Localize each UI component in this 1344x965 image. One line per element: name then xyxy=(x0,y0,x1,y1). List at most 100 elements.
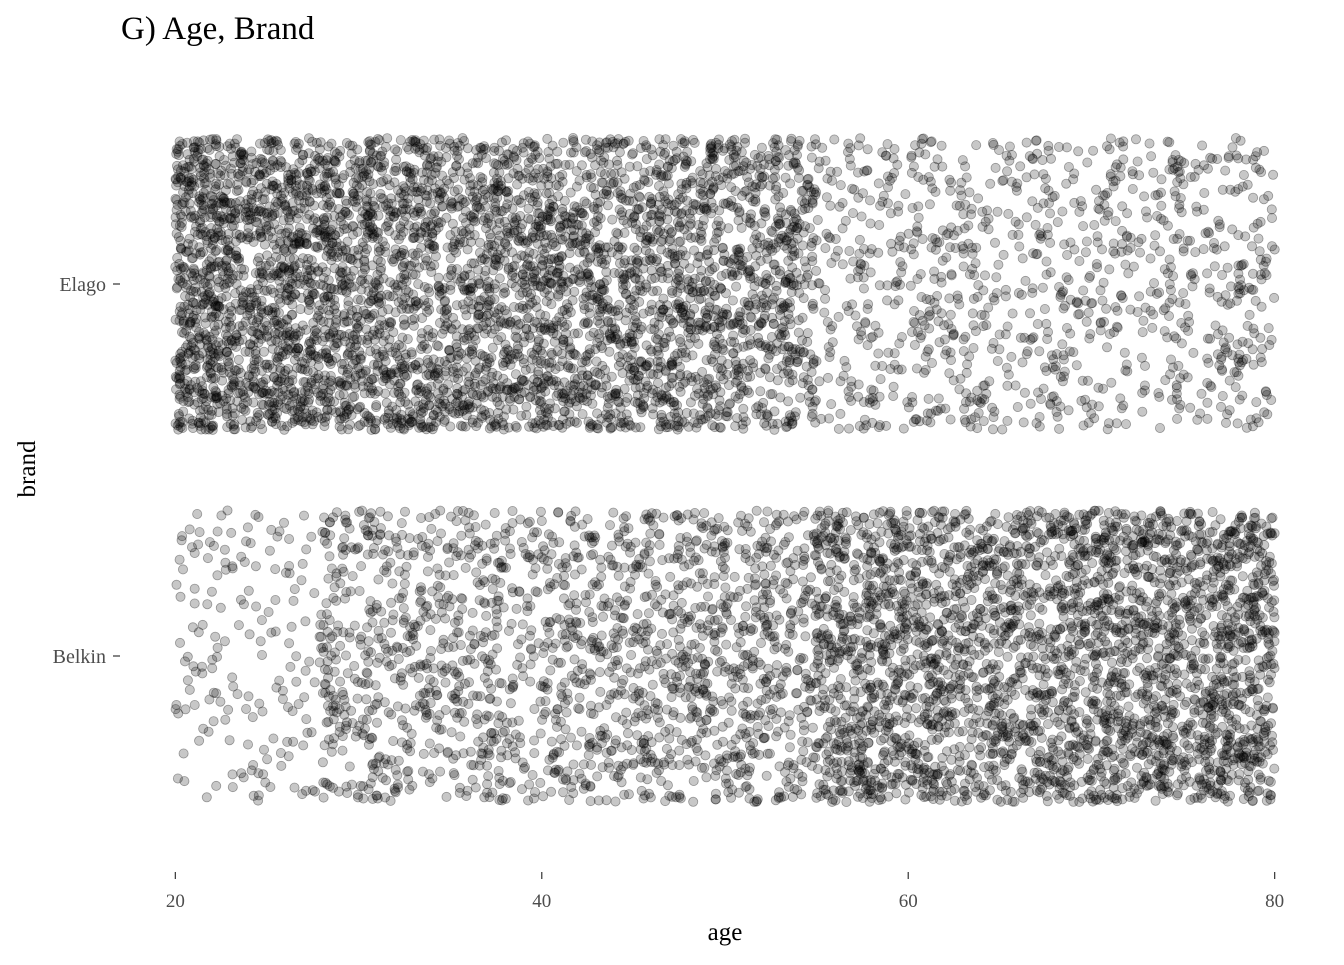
data-point-elago xyxy=(337,251,348,262)
data-point-elago xyxy=(656,244,667,255)
data-point-elago xyxy=(755,386,766,397)
data-point-elago xyxy=(489,294,500,305)
data-point-elago xyxy=(257,424,268,435)
data-point-elago xyxy=(520,168,531,179)
data-point-elago xyxy=(171,384,182,395)
data-point-elago xyxy=(489,142,500,153)
data-point-elago xyxy=(223,350,234,361)
data-point-elago xyxy=(171,148,182,159)
data-point-elago xyxy=(530,149,541,160)
data-point-elago xyxy=(507,353,518,364)
data-point-elago xyxy=(358,168,369,179)
data-point-elago xyxy=(710,304,721,315)
data-point-elago xyxy=(647,193,658,204)
data-point-elago xyxy=(326,138,337,149)
data-point-elago xyxy=(178,315,189,326)
data-point-elago xyxy=(635,382,646,393)
data-point-elago xyxy=(631,285,642,296)
data-point-elago xyxy=(573,275,584,286)
data-point-elago xyxy=(325,249,336,260)
data-point-elago xyxy=(208,348,219,359)
data-point-elago xyxy=(221,401,232,412)
data-point-elago xyxy=(214,151,225,162)
data-point-elago xyxy=(542,371,553,382)
data-point-elago xyxy=(629,242,640,253)
data-point-elago xyxy=(579,147,590,158)
data-point-elago xyxy=(309,200,320,211)
data-point-elago xyxy=(220,160,231,171)
data-point-elago xyxy=(541,296,552,307)
data-point-elago xyxy=(195,162,206,173)
data-point-elago xyxy=(790,407,801,418)
data-point-elago xyxy=(632,267,643,278)
data-point-elago xyxy=(687,172,698,183)
data-point-elago xyxy=(209,261,220,272)
data-point-elago xyxy=(401,276,412,287)
data-point-elago xyxy=(798,372,809,383)
data-point-elago xyxy=(353,421,364,432)
data-point-elago xyxy=(738,403,749,414)
data-point-elago xyxy=(382,289,393,300)
data-point-elago xyxy=(698,285,709,296)
data-point-elago xyxy=(189,142,200,153)
data-point-elago xyxy=(789,145,800,156)
data-point-elago xyxy=(199,290,210,301)
data-point-elago xyxy=(290,329,301,340)
data-point-elago xyxy=(655,356,666,367)
data-point-elago xyxy=(489,177,500,188)
data-point-elago xyxy=(417,167,428,178)
data-point-elago xyxy=(735,243,746,254)
data-point-elago xyxy=(616,244,627,255)
data-point-elago xyxy=(177,138,188,149)
data-point-elago xyxy=(703,245,714,256)
data-point-elago xyxy=(308,215,319,226)
data-point-elago xyxy=(183,397,194,408)
data-point-elago xyxy=(829,134,840,145)
chart-title: G) Age, Brand xyxy=(121,11,315,47)
data-point-elago xyxy=(245,416,256,427)
data-point-elago xyxy=(461,362,472,373)
data-point-elago xyxy=(512,179,523,190)
data-point-elago xyxy=(170,193,181,204)
data-point-elago xyxy=(325,370,336,381)
data-point-elago xyxy=(499,216,510,227)
data-point-elago xyxy=(231,341,242,352)
data-point-elago xyxy=(742,340,753,351)
data-point-elago xyxy=(213,407,224,418)
data-point-elago xyxy=(698,178,709,189)
data-point-elago xyxy=(987,137,998,148)
data-point-elago xyxy=(554,312,565,323)
data-point-elago xyxy=(180,246,191,257)
data-point-elago xyxy=(172,265,183,276)
data-point-elago xyxy=(785,178,796,189)
data-point-elago xyxy=(537,348,548,359)
data-point-elago xyxy=(399,320,410,331)
data-point-elago xyxy=(207,344,218,355)
data-point-elago xyxy=(206,342,217,353)
data-point-elago xyxy=(423,238,434,249)
data-point-elago xyxy=(222,197,233,208)
data-point-elago xyxy=(303,133,314,144)
data-point-elago xyxy=(198,404,209,415)
data-point-elago xyxy=(218,395,229,406)
data-point-elago xyxy=(713,216,724,227)
data-point-elago xyxy=(210,181,221,192)
data-point-elago xyxy=(319,421,330,432)
data-point-elago xyxy=(192,147,203,158)
data-point-elago xyxy=(474,237,485,248)
data-point-elago xyxy=(341,266,352,277)
data-point-elago xyxy=(406,347,417,358)
data-point-elago xyxy=(377,236,388,247)
data-point-elago xyxy=(377,346,388,357)
data-point-elago xyxy=(175,301,186,312)
data-point-elago xyxy=(612,155,623,166)
data-point-elago xyxy=(206,243,217,254)
data-point-elago xyxy=(485,414,496,425)
data-point-elago xyxy=(421,190,432,201)
data-point-elago xyxy=(310,373,321,384)
data-point-elago xyxy=(172,281,183,292)
data-point-elago xyxy=(192,136,203,147)
data-point-elago xyxy=(453,408,464,419)
data-point-elago xyxy=(237,325,248,336)
data-point-elago xyxy=(576,160,587,171)
